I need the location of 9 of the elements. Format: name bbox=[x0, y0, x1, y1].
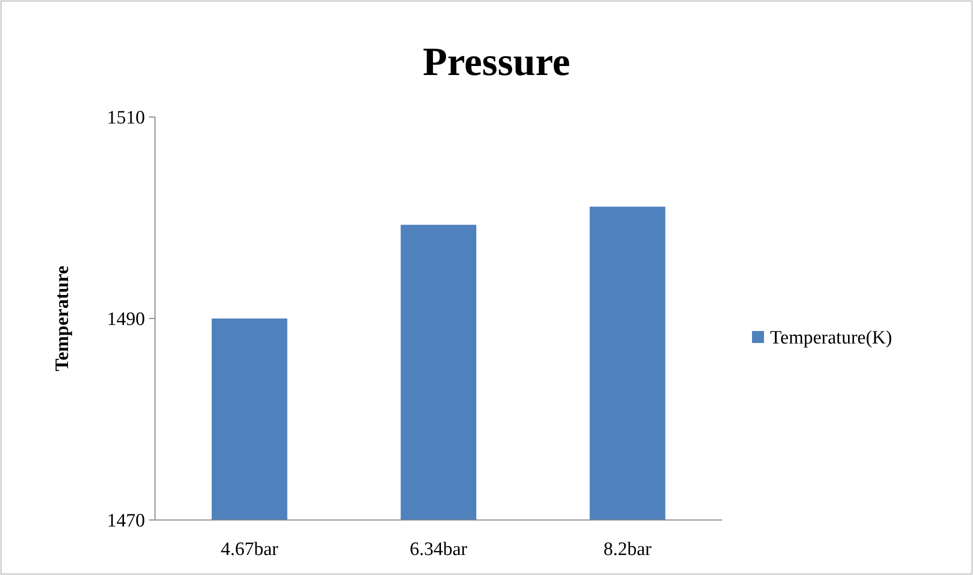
y-tick-label: 1470 bbox=[107, 510, 145, 532]
y-tick-label: 1510 bbox=[107, 108, 145, 129]
legend-label: Temperature(K) bbox=[770, 328, 892, 349]
y-axis-title: Temperature bbox=[52, 266, 73, 372]
x-tick-label: 6.34bar bbox=[410, 539, 468, 560]
y-tick-label: 1490 bbox=[107, 309, 145, 330]
x-tick-label: 8.2bar bbox=[603, 539, 652, 560]
chart-title: Pressure bbox=[422, 39, 570, 84]
x-tick-label: 4.67bar bbox=[220, 539, 279, 560]
